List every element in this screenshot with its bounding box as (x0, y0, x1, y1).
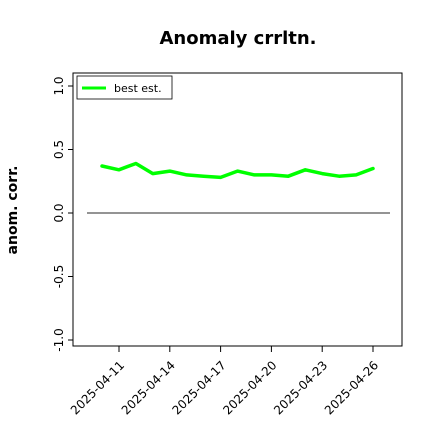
y-tick-label: 0.0 (52, 203, 66, 222)
y-axis-label: anom. corr. (5, 166, 21, 255)
series-layer (87, 161, 390, 214)
y-tick-label: -0.5 (52, 265, 66, 288)
y-tick-label: 0.5 (52, 140, 66, 159)
legend-box (76, 75, 173, 100)
x-tick-label: 2025-04-26 (322, 358, 381, 417)
y-axis: -1.0 -0.5 0.0 0.5 1.0 (52, 76, 73, 352)
series-line-best-est (100, 161, 375, 180)
x-tick-label: 2025-04-23 (271, 358, 330, 417)
chart-title: Anomaly crrltn. (159, 28, 316, 49)
x-axis: 2025-04-112025-04-142025-04-172025-04-20… (68, 346, 381, 417)
legend-label: best est. (114, 82, 162, 95)
plot-frame (72, 72, 403, 347)
x-tick-label: 2025-04-14 (119, 358, 178, 417)
y-tick-label: -1.0 (52, 328, 66, 351)
legend: best est. (76, 75, 173, 100)
x-tick-label: 2025-04-11 (68, 358, 127, 417)
y-tick-label: 1.0 (52, 76, 66, 95)
x-tick-label: 2025-04-17 (170, 358, 229, 417)
x-tick-label: 2025-04-20 (220, 358, 279, 417)
